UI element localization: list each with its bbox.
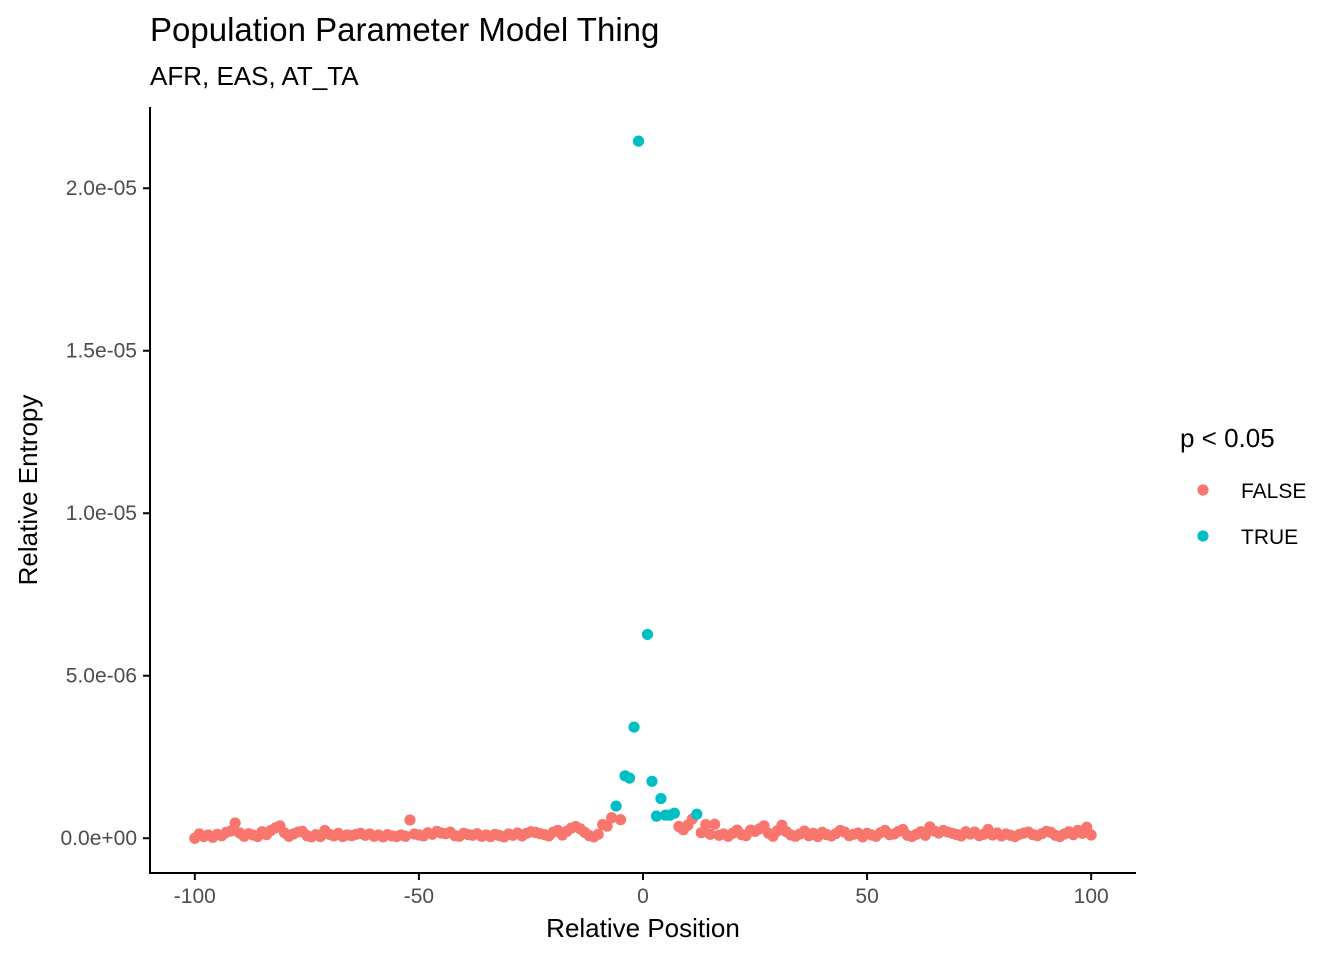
- point-true-2: [623, 772, 636, 784]
- point-false-94: [614, 814, 627, 826]
- point-true-3: [628, 721, 640, 733]
- legend: p < 0.05 FALSE TRUE: [1180, 423, 1306, 549]
- point-true-11: [668, 807, 680, 819]
- point-true-6: [646, 775, 658, 787]
- chart-subtitle: AFR, EAS, AT_TA: [150, 61, 359, 91]
- y-axis-ticks: 0.0e+00 5.0e-06 1.0e-05 1.5e-05 2.0e-05: [61, 177, 150, 850]
- point-true-12: [691, 808, 703, 820]
- x-tick-label: -100: [174, 885, 216, 908]
- data-points: [189, 135, 1097, 844]
- point-false-92: [601, 820, 613, 832]
- plot-area: -100 -50 0 50 100 0.0e+00 5.0e-06 1.0e-05 1.5e-…: [61, 107, 1136, 908]
- point-true-4: [632, 135, 645, 147]
- x-tick-label: 50: [855, 885, 878, 908]
- x-tick-label: 100: [1074, 885, 1109, 908]
- point-false-100: [700, 818, 712, 831]
- chart-title: Population Parameter Model Thing: [150, 11, 659, 48]
- x-tick-label: -50: [404, 885, 434, 908]
- y-tick-label: 2.0e-05: [66, 177, 137, 200]
- x-tick-label: 0: [637, 885, 649, 908]
- point-true-5: [641, 628, 654, 641]
- point-false-186: [1085, 829, 1097, 841]
- legend-items: FALSE TRUE: [1197, 480, 1306, 549]
- point-true-0: [610, 800, 622, 812]
- point-false-102: [709, 818, 721, 830]
- point-true-7: [650, 810, 663, 822]
- y-tick-label: 5.0e-06: [66, 665, 137, 688]
- legend-key-true: [1197, 530, 1209, 542]
- point-false-93: [606, 812, 618, 824]
- y-axis-title: Relative Entropy: [13, 395, 43, 586]
- point-false-149: [919, 829, 931, 841]
- x-axis-ticks: -100 -50 0 50 100: [174, 873, 1109, 908]
- legend-label-true: TRUE: [1241, 526, 1298, 549]
- y-tick-label: 1.0e-05: [66, 502, 137, 525]
- legend-title: p < 0.05: [1180, 423, 1275, 453]
- x-axis-title: Relative Position: [546, 913, 740, 943]
- y-tick-label: 1.5e-05: [66, 340, 137, 363]
- point-false-90: [592, 828, 604, 840]
- point-false-9: [229, 817, 241, 829]
- legend-key-false: [1197, 484, 1209, 496]
- point-true-8: [655, 792, 667, 805]
- point-false-101: [704, 828, 716, 840]
- y-tick-label: 0.0e+00: [61, 827, 138, 850]
- legend-label-false: FALSE: [1241, 480, 1306, 503]
- point-false-47: [399, 830, 412, 842]
- point-false-48: [404, 814, 416, 826]
